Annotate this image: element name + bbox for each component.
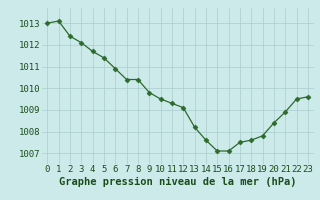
X-axis label: Graphe pression niveau de la mer (hPa): Graphe pression niveau de la mer (hPa) [59, 177, 296, 187]
